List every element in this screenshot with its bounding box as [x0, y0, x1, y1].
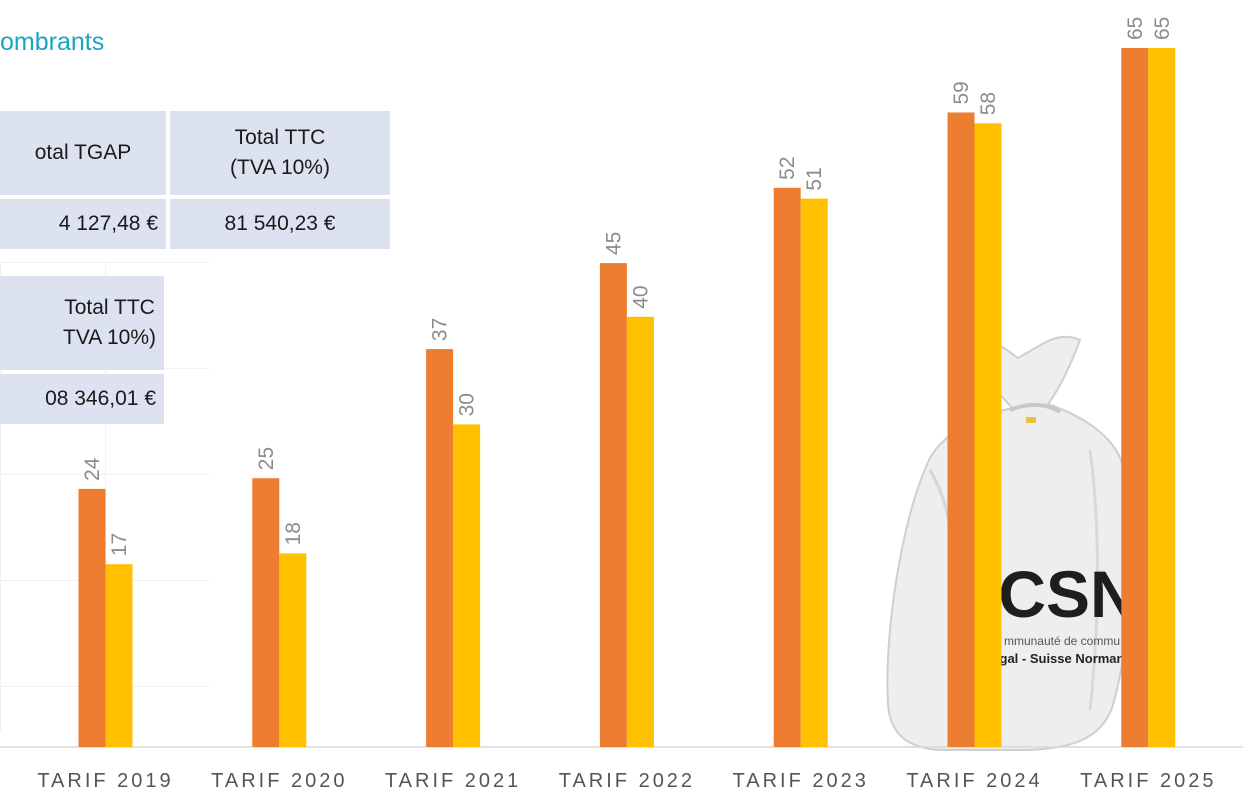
x-tick-label-2: TARIF 2020: [211, 770, 347, 792]
bar-series1-7: [1121, 48, 1149, 747]
data-label-series2-7: 65: [1151, 17, 1174, 40]
garbage-bag-image: CSN mmunauté de commu gal - Suisse Norma…: [886, 335, 1138, 751]
table1-header-ttc: Total TTC (TVA 10%): [170, 111, 390, 195]
bar-series2-2: [279, 553, 307, 747]
bar-series2-3: [453, 424, 481, 747]
data-label-series2-1: 17: [108, 533, 131, 556]
data-label-series2-2: 18: [282, 522, 305, 545]
data-label-series1-5: 52: [776, 156, 799, 179]
chart-title: ombrants: [0, 28, 105, 56]
table1-value-ttc: 81 540,23 €: [170, 199, 390, 249]
bag-text-line1: mmunauté de commu: [1004, 634, 1120, 648]
x-tick-label-4: TARIF 2022: [559, 770, 695, 792]
bar-series1-4: [599, 263, 627, 747]
x-tick-label-1: TARIF 2019: [37, 770, 173, 792]
bag-text-line2: gal - Suisse Norman: [1000, 651, 1125, 666]
bar-series1-3: [426, 349, 454, 747]
x-tick-label-7: TARIF 2025: [1080, 770, 1216, 792]
data-label-series2-5: 51: [803, 167, 826, 190]
bag-tie-icon: [1026, 417, 1036, 423]
data-label-series2-4: 40: [629, 285, 652, 308]
data-label-series1-6: 59: [950, 81, 973, 104]
data-label-series1-3: 37: [429, 318, 452, 341]
bar-series2-6: [974, 123, 1002, 748]
data-label-series1-2: 25: [255, 447, 278, 470]
bar-series1-6: [947, 112, 975, 747]
table1-value-tgap: 4 127,48 €: [0, 199, 166, 249]
data-label-series1-4: 45: [602, 232, 625, 255]
bag-logo-text: CSN: [998, 557, 1137, 631]
x-tick-label-6: TARIF 2024: [906, 770, 1042, 792]
data-label-series1-7: 65: [1124, 17, 1147, 40]
bar-series1-2: [252, 478, 280, 747]
x-tick-label-5: TARIF 2023: [733, 770, 869, 792]
bar-series2-4: [626, 316, 654, 747]
table2-value-ttc: 08 346,01 €: [0, 374, 164, 424]
data-label-series2-3: 30: [456, 393, 479, 416]
bar-series1-1: [78, 488, 106, 747]
data-label-series1-1: 24: [81, 457, 104, 481]
data-label-series2-6: 58: [977, 92, 1000, 115]
bar-series2-5: [800, 198, 828, 748]
bar-series2-7: [1148, 48, 1176, 747]
x-tick-label-3: TARIF 2021: [385, 770, 521, 792]
bar-series2-1: [105, 564, 133, 747]
table2-header-ttc: Total TTC TVA 10%): [0, 276, 164, 370]
table1-header-tgap: otal TGAP: [0, 111, 166, 195]
bar-series1-5: [773, 187, 801, 748]
